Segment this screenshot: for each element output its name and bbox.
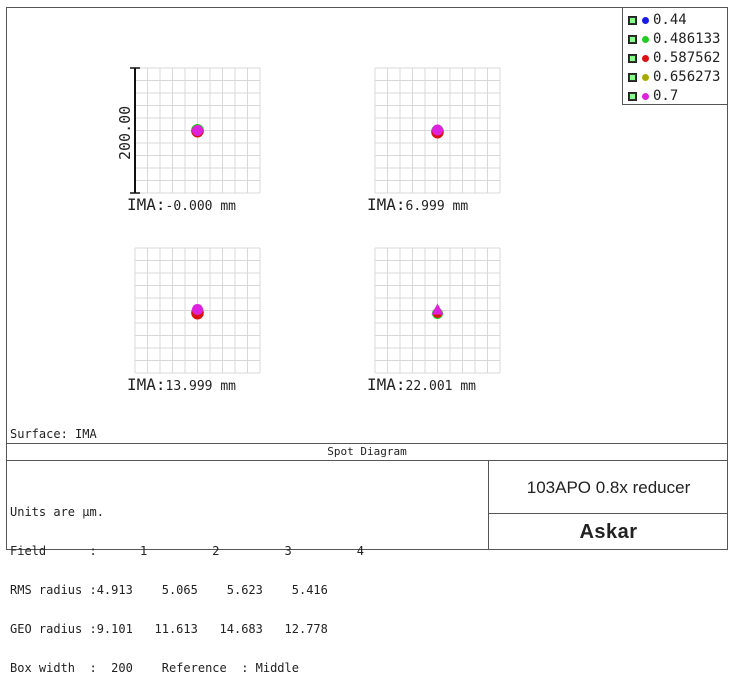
plot-frame [6,7,728,550]
rms-line: RMS radius :4.913 5.065 5.623 5.416 [10,583,328,597]
spot-point [192,125,203,136]
legend-checkbox-icon [628,53,637,63]
legend-dot-icon [642,92,649,100]
legend-label: 0.486133 [653,31,721,47]
divider-info [488,513,728,514]
brand-logo: Askar [579,521,638,543]
box-line: Box width : 200 Reference : Middle [10,661,299,675]
spot-point [431,303,444,315]
legend-label: 0.7 [653,88,679,104]
legend-entry: 0.44 [628,11,687,29]
legend-dot-icon [642,73,649,81]
spot-diagram-plot: IMA:-0.000 mm IMA:6.999 mm IMA:13.999 mm IM… [116,67,501,394]
legend: 0.44 0.486133 0.587562 0.656273 0.7 [622,7,728,105]
legend-entry: 0.7 [628,87,678,105]
scale-bar-label: 200.00 [116,106,134,160]
field-label: IMA:-0.000 mm [127,195,236,214]
surface-label: Surface: IMA [10,427,97,441]
divider-vertical [488,461,489,550]
spot-point [192,304,203,315]
legend-entry: 0.656273 [628,68,720,86]
geo-line: GEO radius :9.101 11.613 14.683 12.778 [10,622,328,636]
field-label: IMA:13.999 mm [127,375,236,394]
legend-dot-icon [642,16,649,24]
legend-dot-icon [642,54,649,62]
stats-block: Units are µm. Field : 1 2 3 4 RMS radius… [10,480,364,688]
field-label: IMA:22.001 mm [367,375,476,394]
divider-title [6,460,728,461]
model-name: 103APO 0.8x reducer [526,478,691,497]
legend-entry: 0.587562 [628,49,720,67]
divider-top [6,443,728,444]
legend-label: 0.656273 [653,69,721,85]
chart-title: Spot Diagram [327,445,407,458]
field-line: Field : 1 2 3 4 [10,544,365,558]
spot-point [432,124,443,136]
legend-dot-icon [642,35,649,43]
legend-label: 0.44 [653,12,687,28]
legend-label: 0.587562 [653,50,721,66]
legend-entry: 0.486133 [628,30,720,48]
legend-checkbox-icon [628,34,637,44]
field-label: IMA:6.999 mm [367,195,468,214]
legend-checkbox-icon [628,91,637,101]
units-line: Units are µm. [10,505,104,519]
legend-checkbox-icon [628,15,637,25]
legend-checkbox-icon [628,72,637,82]
